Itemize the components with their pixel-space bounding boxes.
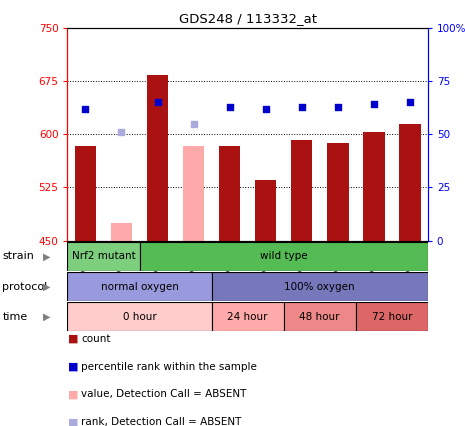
Text: time: time: [2, 312, 27, 322]
Text: wild type: wild type: [260, 251, 307, 262]
Text: ▶: ▶: [43, 282, 50, 292]
Point: [406, 99, 413, 106]
Bar: [255, 180, 276, 241]
Bar: [291, 140, 312, 241]
Text: ■: ■: [68, 362, 78, 372]
Bar: [140, 242, 428, 271]
Point: [334, 103, 341, 110]
Bar: [212, 302, 284, 331]
Text: strain: strain: [2, 251, 34, 262]
Point: [298, 103, 306, 110]
Bar: [219, 146, 240, 241]
Point: [190, 120, 197, 127]
Bar: [399, 124, 420, 241]
Point: [226, 103, 233, 110]
Bar: [363, 132, 385, 241]
Text: 100% oxygen: 100% oxygen: [285, 282, 355, 292]
Text: ■: ■: [68, 334, 78, 344]
Point: [154, 99, 161, 106]
Text: protocol: protocol: [2, 282, 47, 292]
Point: [82, 105, 89, 112]
Bar: [327, 143, 348, 241]
Bar: [67, 302, 212, 331]
Point: [262, 105, 269, 112]
Text: normal oxygen: normal oxygen: [100, 282, 179, 292]
Text: percentile rank within the sample: percentile rank within the sample: [81, 362, 257, 372]
Text: value, Detection Call = ABSENT: value, Detection Call = ABSENT: [81, 389, 247, 400]
Text: 72 hour: 72 hour: [372, 312, 412, 322]
Text: ■: ■: [68, 417, 78, 426]
Text: rank, Detection Call = ABSENT: rank, Detection Call = ABSENT: [81, 417, 242, 426]
Text: 0 hour: 0 hour: [123, 312, 156, 322]
Bar: [67, 272, 212, 301]
Bar: [284, 302, 356, 331]
Bar: [74, 146, 96, 241]
Text: Nrf2 mutant: Nrf2 mutant: [72, 251, 135, 262]
Text: 48 hour: 48 hour: [299, 312, 340, 322]
Bar: [212, 272, 428, 301]
Title: GDS248 / 113332_at: GDS248 / 113332_at: [179, 12, 317, 25]
Bar: [146, 75, 168, 241]
Text: ▶: ▶: [43, 251, 50, 262]
Point: [118, 129, 125, 135]
Text: ▶: ▶: [43, 312, 50, 322]
Text: count: count: [81, 334, 111, 344]
Bar: [111, 223, 132, 241]
Bar: [183, 146, 204, 241]
Text: 24 hour: 24 hour: [227, 312, 268, 322]
Bar: [67, 242, 140, 271]
Text: ■: ■: [68, 389, 78, 400]
Point: [370, 101, 378, 108]
Bar: [356, 302, 428, 331]
